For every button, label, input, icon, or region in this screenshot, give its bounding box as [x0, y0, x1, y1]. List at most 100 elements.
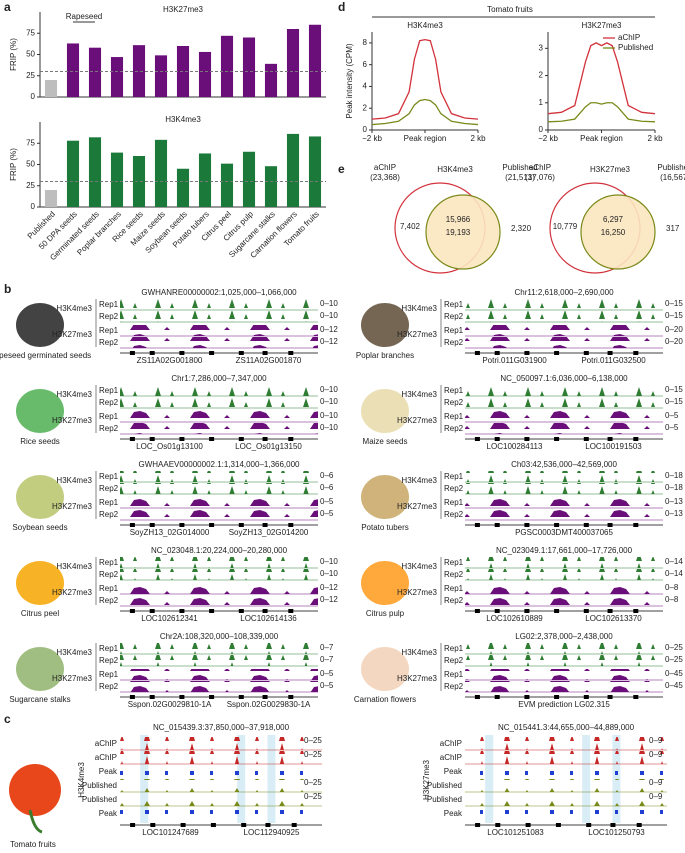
rep-label: Rep2: [99, 596, 119, 605]
sample-image: [361, 561, 409, 605]
sample-image: [16, 303, 64, 347]
venn-total: (21,513): [505, 173, 535, 182]
y-tick-label: 3: [539, 43, 544, 52]
exon: [633, 695, 639, 699]
exon: [524, 695, 530, 699]
scale-label: 0–12: [320, 325, 338, 334]
exon: [583, 523, 589, 527]
scale-label: 0–45: [665, 681, 683, 690]
sample-name: Tomato fruits: [10, 840, 56, 849]
venn-count: 317: [666, 224, 680, 233]
rep-label: Rep1: [99, 326, 119, 335]
track-label: Published: [427, 795, 462, 804]
line-series: [371, 98, 479, 126]
rep-label: Rep2: [99, 510, 119, 519]
signal-track: [120, 643, 318, 654]
scale-label: 0–20: [665, 337, 683, 346]
exon: [149, 609, 155, 613]
bar: [110, 57, 124, 97]
exon: [474, 609, 480, 613]
scale-label: 0–25: [665, 655, 683, 664]
scale-label: 0–45: [665, 669, 683, 678]
track-label: Published: [82, 781, 117, 790]
y-tick-label: 4: [363, 82, 368, 91]
rep-label: Rep2: [444, 398, 464, 407]
rep-label: Rep1: [99, 670, 119, 679]
exon: [288, 609, 294, 613]
exon: [607, 437, 613, 441]
signal-track: [120, 595, 318, 606]
scale-label: 0–25: [304, 792, 322, 801]
signal-track: [120, 423, 318, 434]
exon: [474, 695, 480, 699]
exon: [554, 695, 560, 699]
exon: [179, 695, 185, 699]
bar: [110, 152, 124, 207]
track-label: Peak: [99, 767, 118, 776]
bar: [132, 156, 146, 207]
exon: [495, 823, 501, 827]
signal-track: [120, 325, 318, 336]
scale-label: 0–12: [320, 583, 338, 592]
bar: [88, 47, 102, 97]
exon: [238, 351, 244, 355]
signal-track: [465, 411, 663, 422]
y-tick-label: 25: [26, 181, 35, 190]
y-axis-label: FRIP (%): [9, 148, 18, 181]
bar: [242, 151, 256, 207]
exon: [633, 609, 639, 613]
rep-label: Rep2: [99, 338, 119, 347]
scale-label: 0–5: [320, 669, 334, 678]
scale-label: 0–25: [304, 736, 322, 745]
gene-name: LOC102614136: [240, 614, 297, 623]
sample-name: Rapeseed germinated seeds: [0, 351, 91, 360]
x-tick-label: Peak region: [580, 134, 623, 143]
scale-label: 0–5: [320, 497, 334, 506]
signal-track: [120, 471, 318, 482]
x-tick-label: Peak region: [404, 134, 447, 143]
y-tick-label: 6: [363, 60, 368, 69]
gene-name: PGSC0003DMT400037065: [515, 528, 613, 537]
locus: Ch03:42,536,000–42,569,000: [511, 460, 617, 469]
rep-label: Rep1: [444, 584, 464, 593]
bar: [154, 55, 168, 97]
scale-label: 0–18: [665, 471, 683, 480]
locus: NC_023048.1:20,224,000–20,280,000: [151, 546, 288, 555]
panel-label: c: [4, 712, 11, 726]
mark-label: H3K4me3: [56, 562, 92, 571]
scale-label: 0–10: [320, 311, 338, 320]
signal-track: [465, 497, 663, 508]
signal-track: [465, 385, 663, 396]
venn-set: aChIP: [529, 163, 551, 172]
mark-label: H3K4me3: [401, 562, 437, 571]
signal-track: [465, 583, 663, 594]
bar: [198, 51, 212, 97]
x-tick-label: −2 kb: [362, 134, 382, 143]
bar: [66, 140, 80, 207]
signal-track: [120, 751, 322, 764]
exon: [238, 523, 244, 527]
exon: [262, 351, 268, 355]
scale-label: 0–18: [665, 483, 683, 492]
scale-label: 0–25: [304, 750, 322, 759]
signal-track: [120, 807, 322, 820]
venn-circle: [580, 194, 656, 270]
exon: [129, 351, 135, 355]
bar: [220, 163, 234, 207]
chart-title: H3K27me3: [581, 21, 622, 30]
signal-track: [120, 311, 318, 322]
signal-track: [465, 737, 667, 750]
y-axis-label: Peak intensity (CPM): [345, 43, 354, 118]
venn-count: 7,402: [400, 222, 421, 231]
signal-track: [120, 655, 318, 666]
gene-name: LOC102610889: [486, 614, 543, 623]
gene-name: LOC100191503: [585, 442, 642, 451]
exon: [607, 523, 613, 527]
signal-track: [120, 583, 318, 594]
locus: NC_015441.3:44,655,000–44,889,000: [498, 723, 635, 732]
signal-track: [465, 397, 663, 408]
rep-label: Rep1: [99, 300, 119, 309]
exon: [494, 437, 500, 441]
panel-label: d: [338, 0, 345, 14]
